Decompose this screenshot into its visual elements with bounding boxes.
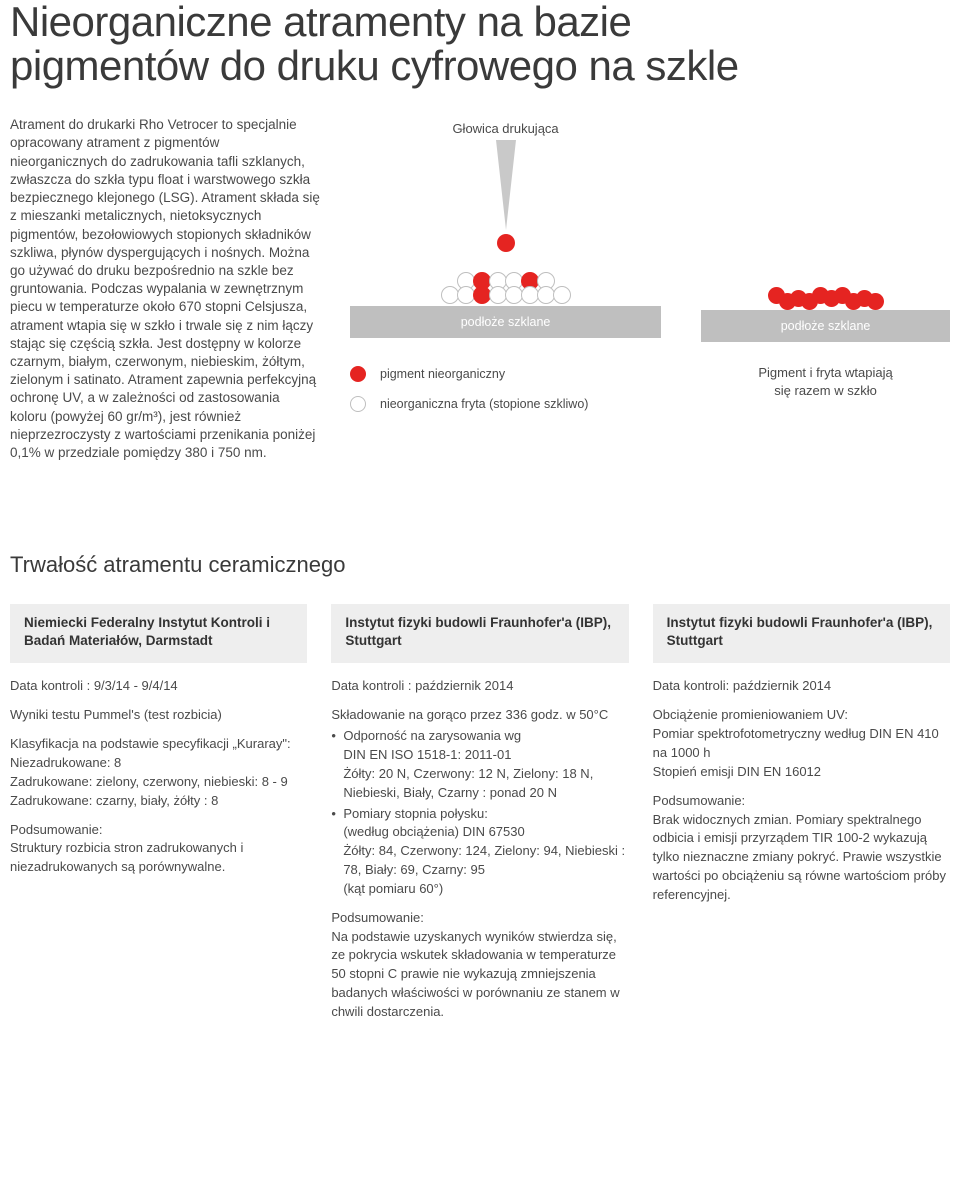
section-heading: Trwałość atramentu ceramicznego [10, 552, 950, 578]
pigment-dot-icon [350, 366, 366, 382]
card-band: Instytut fizyki budowli Fraunhofer'a (IB… [653, 604, 950, 663]
substrate-label-left: podłoże szklane [350, 306, 661, 338]
legend: pigment nieorganiczny nieorganiczna fryt… [350, 366, 661, 412]
legend-pigment: pigment nieorganiczny [350, 366, 661, 382]
result-printed-2: Zadrukowane: czarny, biały, żółty : 8 [10, 792, 307, 811]
summary-text: Na podstawie uzyskanych wyników stwierdz… [331, 928, 628, 1022]
card-fraunhofer-1: Instytut fizyki budowli Fraunhofer'a (IB… [331, 604, 628, 1021]
legend-pigment-label: pigment nieorganiczny [380, 367, 505, 381]
diagram: Głowica drukująca podłoże szklane pigmen… [350, 116, 950, 462]
classification-label: Klasyfikacja na podstawie specyfikacji „… [10, 735, 307, 754]
summary-heading: Podsumowanie: [10, 821, 307, 840]
title-line1: Nieorganiczne atramenty na bazie [10, 0, 631, 45]
card-title: Niemiecki Federalny Instytut Kontroli i … [24, 614, 293, 649]
card-band: Instytut fizyki budowli Fraunhofer'a (IB… [331, 604, 628, 663]
card-band: Niemiecki Federalny Instytut Kontroli i … [10, 604, 307, 663]
legend-frit-label: nieorganiczna fryta (stopione szkliwo) [380, 397, 588, 411]
list-item: Pomiary stopnia połysku: (według obciąże… [331, 805, 628, 899]
emission-line: Stopień emisji DIN EN 16012 [653, 763, 950, 782]
fused-caption: Pigment i fryta wtapiają się razem w szk… [701, 364, 950, 399]
test-date: Data kontroli : 9/3/14 - 9/4/14 [10, 677, 307, 696]
diagram-left: Głowica drukująca podłoże szklane pigmen… [350, 121, 661, 426]
uv-load-label: Obciążenie promieniowaniem UV: [653, 706, 950, 725]
durability-columns: Niemiecki Federalny Instytut Kontroli i … [10, 604, 950, 1021]
card-fraunhofer-2: Instytut fizyki budowli Fraunhofer'a (IB… [653, 604, 950, 1021]
legend-frit: nieorganiczna fryta (stopione szkliwo) [350, 396, 661, 412]
spectro-line: Pomiar spektrofotometryczny według DIN E… [653, 725, 950, 763]
test-date: Data kontroli: październik 2014 [653, 677, 950, 696]
summary-heading: Podsumowanie: [653, 792, 950, 811]
title-line2: pigmentów do druku cyfrowego na szkle [10, 42, 739, 89]
substrate-label-right: podłoże szklane [701, 310, 950, 342]
pigment-drop-icon [497, 234, 515, 252]
summary-text: Struktury rozbicia stron zadrukowanych i… [10, 839, 307, 877]
summary-text: Brak widocznych zmian. Pomiary spektraln… [653, 811, 950, 905]
printhead-label: Głowica drukująca [350, 121, 661, 136]
deposit-before [350, 234, 661, 304]
test-name: Wyniki testu Pummel's (test rozbicia) [10, 706, 307, 725]
printhead-icon [496, 140, 516, 230]
bullet-list: Odporność na zarysowania wg DIN EN ISO 1… [331, 727, 628, 899]
page-title: Nieorganiczne atramenty na bazie pigment… [10, 0, 950, 88]
intro-paragraph: Atrament do drukarki Rho Vetrocer to spe… [10, 116, 320, 462]
card-darmstadt: Niemiecki Federalny Instytut Kontroli i … [10, 604, 307, 1021]
card-title: Instytut fizyki budowli Fraunhofer'a (IB… [345, 614, 614, 649]
frit-dot-icon [350, 396, 366, 412]
list-item: Odporność na zarysowania wg DIN EN ISO 1… [331, 727, 628, 802]
test-date: Data kontroli : październik 2014 [331, 677, 628, 696]
top-section: Atrament do drukarki Rho Vetrocer to spe… [10, 116, 950, 462]
result-unprinted: Niezadrukowane: 8 [10, 754, 307, 773]
summary-heading: Podsumowanie: [331, 909, 628, 928]
result-printed-1: Zadrukowane: zielony, czerwony, niebiesk… [10, 773, 307, 792]
diagram-right: podłoże szklane Pigment i fryta wtapiają… [701, 121, 950, 399]
card-title: Instytut fizyki budowli Fraunhofer'a (IB… [667, 614, 936, 649]
storage-line: Składowanie na gorąco przez 336 godz. w … [331, 706, 628, 725]
deposit-after [701, 276, 950, 310]
